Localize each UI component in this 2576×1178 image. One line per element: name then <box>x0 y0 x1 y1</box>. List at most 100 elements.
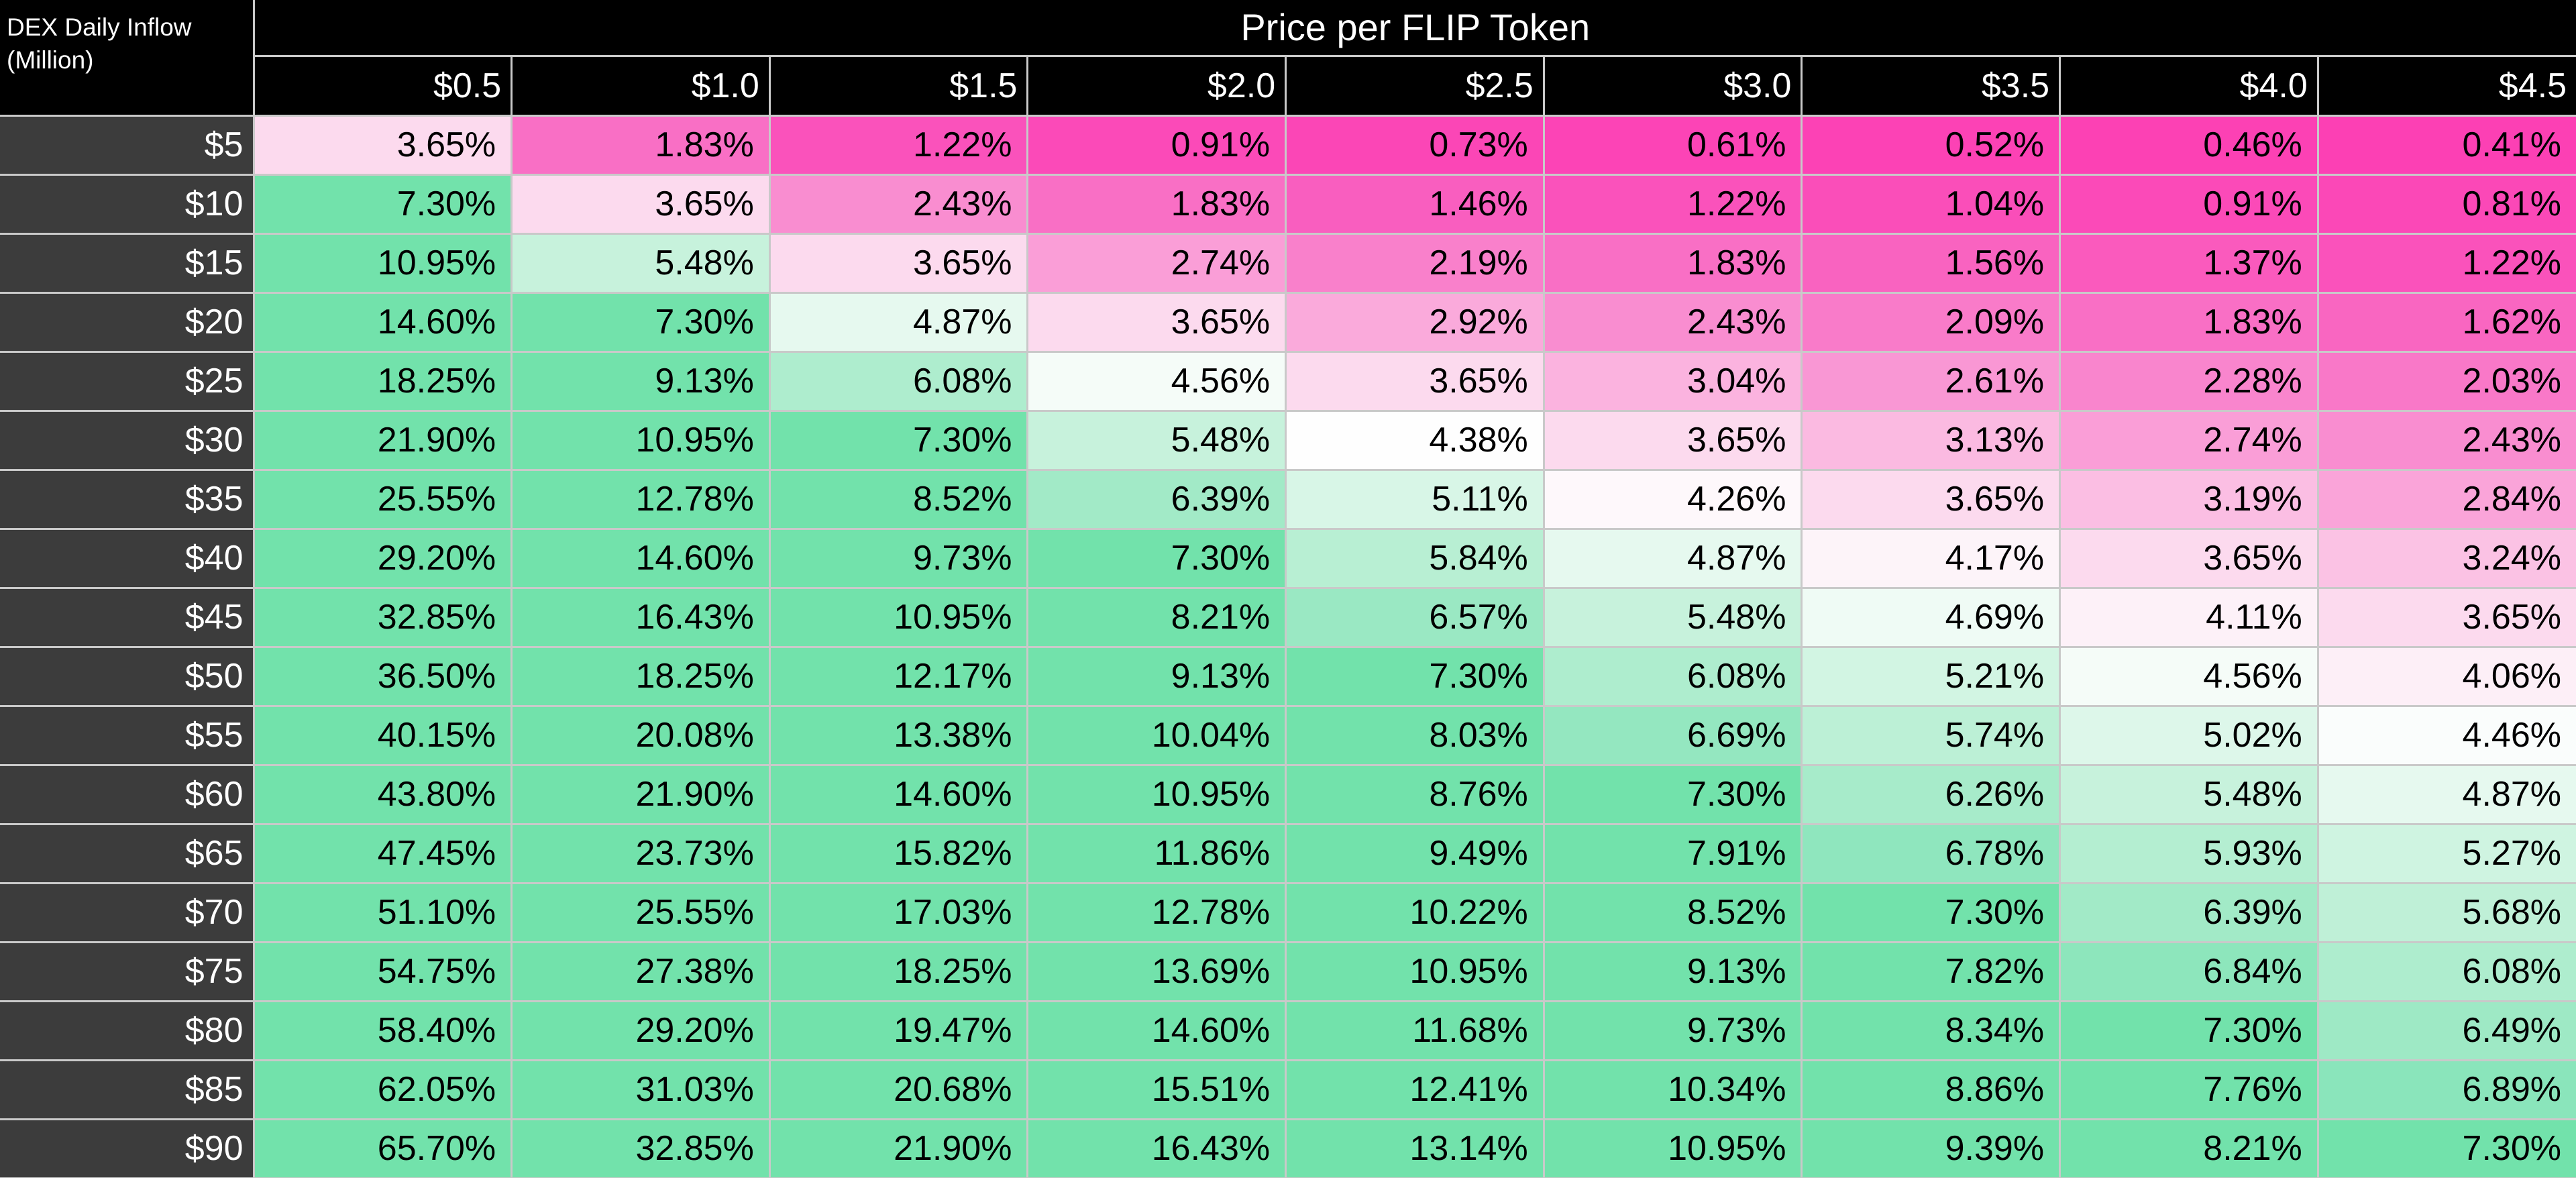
heatmap-cell: 8.21% <box>1026 586 1287 648</box>
heatmap-cell: 5.21% <box>1801 645 2061 707</box>
heatmap-cell: 13.38% <box>768 704 1029 766</box>
heatmap-cell: 3.65% <box>1542 409 1803 471</box>
heatmap-cell: 1.22% <box>2316 232 2576 294</box>
column-header-4.0: $4.0 <box>2059 54 2319 117</box>
heatmap-row-5: $5 3.65% 1.83% 1.22% 0.91% 0.73% 0.61% 0.52% 0.4… <box>0 114 2576 176</box>
heatmap-cell: 5.11% <box>1285 468 1545 530</box>
heatmap-row-60: $60 43.80% 21.90% 14.60% 10.95% 8.76% 7.30% 6.2… <box>0 763 2576 825</box>
heatmap-cell: 3.65% <box>1026 291 1287 353</box>
heatmap-cell: 5.84% <box>1285 527 1545 589</box>
heatmap-cell: 10.95% <box>1285 941 1545 1002</box>
heatmap-cell: 4.56% <box>2059 645 2319 707</box>
heatmap-cell: 58.40% <box>252 1000 513 1061</box>
heatmap-row-65: $65 47.45% 23.73% 15.82% 11.86% 9.49% 7.91% 6.7… <box>0 822 2576 884</box>
heatmap-cell: 9.49% <box>1285 822 1545 884</box>
heatmap-cell: 9.39% <box>1801 1118 2061 1178</box>
row-header-60: $60 <box>0 763 255 825</box>
heatmap-cell: 27.38% <box>511 941 771 1002</box>
heatmap-row-10: $10 7.30% 3.65% 2.43% 1.83% 1.46% 1.22% 1.04% 0.… <box>0 173 2576 235</box>
heatmap-cell: 3.65% <box>2059 527 2319 589</box>
heatmap-cell: 7.30% <box>768 409 1029 471</box>
heatmap-cell: 4.11% <box>2059 586 2319 648</box>
heatmap-cell: 5.74% <box>1801 704 2061 766</box>
heatmap-cell: 13.14% <box>1285 1118 1545 1178</box>
heatmap-cell: 5.27% <box>2316 822 2576 884</box>
heatmap-row-85: $85 62.05% 31.03% 20.68% 15.51% 12.41% 10.34% 8… <box>0 1059 2576 1120</box>
heatmap-cell: 7.30% <box>1026 527 1287 589</box>
heatmap-row-55: $55 40.15% 20.08% 13.38% 10.04% 8.03% 6.69% 5.7… <box>0 704 2576 766</box>
heatmap-cell: 3.65% <box>768 232 1029 294</box>
y-axis-label-line1: DEX Daily Inflow <box>7 13 192 41</box>
heatmap-cell: 2.28% <box>2059 350 2319 412</box>
heatmap-cell: 3.65% <box>511 173 771 235</box>
heatmap-cell: 5.48% <box>511 232 771 294</box>
row-header-20: $20 <box>0 291 255 353</box>
heatmap-cell: 21.90% <box>768 1118 1029 1178</box>
heatmap-cell: 0.41% <box>2316 114 2576 176</box>
heatmap-cell: 1.04% <box>1801 173 2061 235</box>
heatmap-cell: 2.19% <box>1285 232 1545 294</box>
row-header-15: $15 <box>0 232 255 294</box>
heatmap-cell: 4.56% <box>1026 350 1287 412</box>
heatmap-cell: 65.70% <box>252 1118 513 1178</box>
heatmap-cell: 6.84% <box>2059 941 2319 1002</box>
heatmap-cell: 0.91% <box>2059 173 2319 235</box>
heatmap-cell: 6.08% <box>2316 941 2576 1002</box>
heatmap-cell: 17.03% <box>768 881 1029 943</box>
row-header-25: $25 <box>0 350 255 412</box>
heatmap-cell: 0.81% <box>2316 173 2576 235</box>
heatmap-cell: 9.73% <box>1542 1000 1803 1061</box>
heatmap-cell: 7.30% <box>1801 881 2061 943</box>
heatmap-cell: 19.47% <box>768 1000 1029 1061</box>
column-header-2.0: $2.0 <box>1026 54 1287 117</box>
heatmap-cell: 8.86% <box>1801 1059 2061 1120</box>
heatmap-cell: 2.74% <box>1026 232 1287 294</box>
heatmap-cell: 1.83% <box>1026 173 1287 235</box>
heatmap-cell: 4.87% <box>768 291 1029 353</box>
row-header-45: $45 <box>0 586 255 648</box>
heatmap-cell: 7.30% <box>2316 1118 2576 1178</box>
heatmap-cell: 3.04% <box>1542 350 1803 412</box>
heatmap-cell: 10.34% <box>1542 1059 1803 1120</box>
heatmap-row-30: $30 21.90% 10.95% 7.30% 5.48% 4.38% 3.65% 3.13%… <box>0 409 2576 471</box>
heatmap-cell: 6.08% <box>768 350 1029 412</box>
heatmap-cell: 5.93% <box>2059 822 2319 884</box>
heatmap-cell: 0.73% <box>1285 114 1545 176</box>
row-header-50: $50 <box>0 645 255 707</box>
row-header-55: $55 <box>0 704 255 766</box>
heatmap-cell: 10.95% <box>252 232 513 294</box>
heatmap-cell: 6.39% <box>2059 881 2319 943</box>
heatmap-cell: 25.55% <box>252 468 513 530</box>
heatmap-cell: 8.03% <box>1285 704 1545 766</box>
row-header-5: $5 <box>0 114 255 176</box>
row-header-30: $30 <box>0 409 255 471</box>
row-header-10: $10 <box>0 173 255 235</box>
heatmap-cell: 21.90% <box>511 763 771 825</box>
row-header-65: $65 <box>0 822 255 884</box>
heatmap-cell: 3.19% <box>2059 468 2319 530</box>
heatmap-row-25: $25 18.25% 9.13% 6.08% 4.56% 3.65% 3.04% 2.61% 2… <box>0 350 2576 412</box>
heatmap-cell: 15.51% <box>1026 1059 1287 1120</box>
heatmap-cell: 2.43% <box>768 173 1029 235</box>
row-header-85: $85 <box>0 1059 255 1120</box>
heatmap-cell: 1.62% <box>2316 291 2576 353</box>
heatmap-cell: 3.65% <box>1285 350 1545 412</box>
heatmap-cell: 10.95% <box>511 409 771 471</box>
heatmap-cell: 6.08% <box>1542 645 1803 707</box>
heatmap-cell: 5.48% <box>1026 409 1287 471</box>
heatmap-cell: 4.69% <box>1801 586 2061 648</box>
heatmap-cell: 9.13% <box>511 350 771 412</box>
heatmap-cell: 7.30% <box>2059 1000 2319 1061</box>
heatmap-cell: 12.78% <box>1026 881 1287 943</box>
y-axis-label-line2: (Million) <box>7 46 94 74</box>
row-header-80: $80 <box>0 1000 255 1061</box>
heatmap-cell: 14.60% <box>511 527 771 589</box>
heatmap-cell: 7.30% <box>1285 645 1545 707</box>
heatmap-cell: 5.48% <box>1542 586 1803 648</box>
heatmap-cell: 23.73% <box>511 822 771 884</box>
heatmap-cell: 4.26% <box>1542 468 1803 530</box>
heatmap-cell: 4.06% <box>2316 645 2576 707</box>
heatmap-cell: 5.02% <box>2059 704 2319 766</box>
row-header-70: $70 <box>0 881 255 943</box>
